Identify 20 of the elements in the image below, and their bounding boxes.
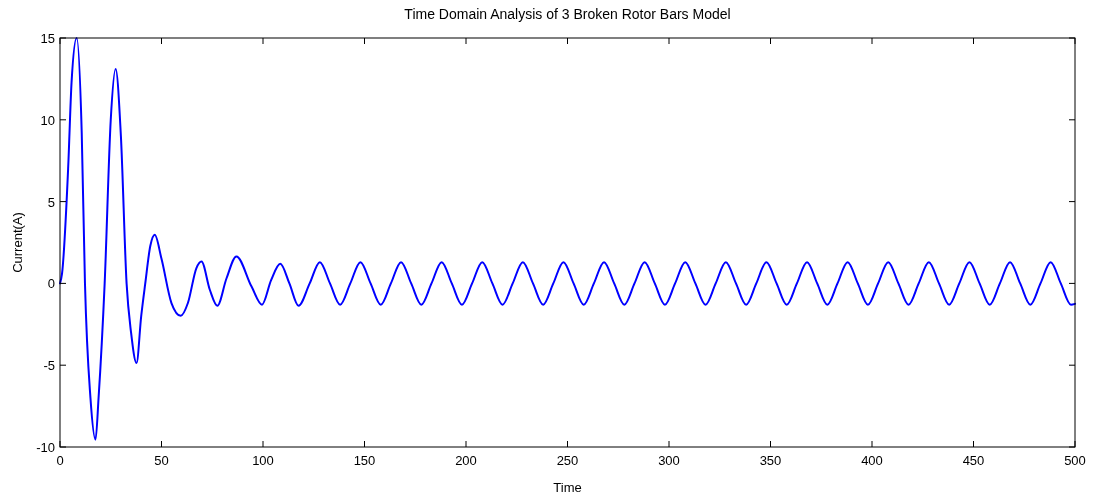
x-tick-label: 300: [658, 453, 680, 468]
x-tick-label: 100: [252, 453, 274, 468]
x-tick-label: 350: [759, 453, 782, 468]
y-tick-label: 5: [47, 194, 55, 210]
y-tick-label: 0: [47, 276, 55, 292]
x-tick-label: 500: [1064, 453, 1086, 468]
x-tick-label: 400: [861, 453, 883, 468]
line-series: [59, 37, 1076, 441]
y-tick-label: -5: [43, 358, 55, 374]
y-tick-label: 10: [40, 112, 55, 128]
y-axis-title: Current(A): [10, 212, 25, 273]
x-tick-label: 450: [962, 453, 985, 468]
x-tick-label: 50: [154, 453, 169, 468]
chart-title: Time Domain Analysis of 3 Broken Rotor Bars Model: [404, 6, 731, 22]
x-tick-label: 150: [353, 453, 376, 468]
x-tick-label: 250: [556, 453, 579, 468]
x-tick-label: 200: [455, 453, 477, 468]
y-tick-label: -10: [36, 440, 55, 455]
x-axis-title: Time: [553, 480, 582, 495]
y-tick-label: 15: [40, 31, 55, 46]
